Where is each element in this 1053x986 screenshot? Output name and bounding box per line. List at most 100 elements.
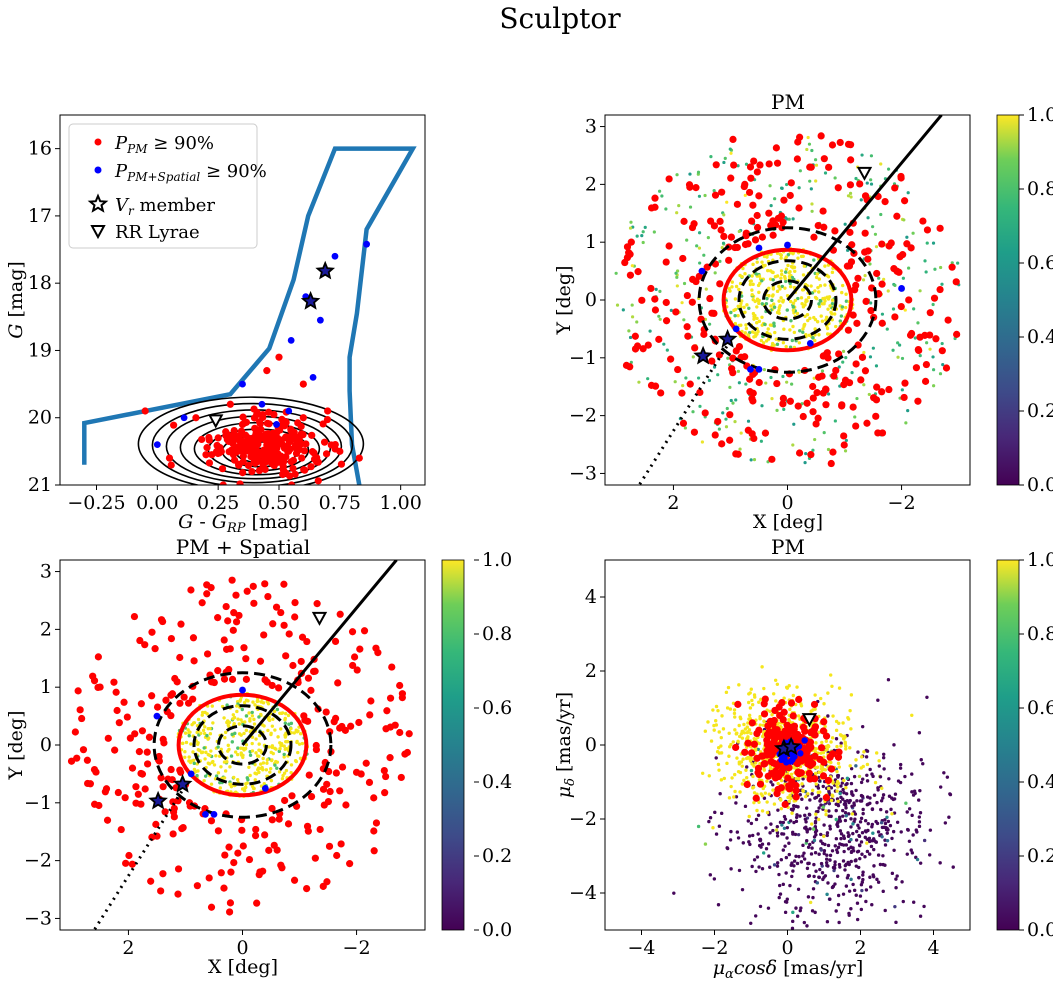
pm-field-point <box>805 839 809 843</box>
spatial-red-point <box>696 388 704 397</box>
pm-field-point <box>855 901 860 905</box>
pm-field-point <box>849 877 853 882</box>
spatial-core-point <box>728 289 732 293</box>
pm-field-point <box>947 815 951 819</box>
pm-field-point <box>847 889 852 893</box>
spatial-red-point <box>303 885 311 893</box>
spatial-field-point <box>869 178 873 182</box>
spatial-red-point <box>177 768 185 776</box>
pm-field-point <box>718 791 722 796</box>
spatial-core-point <box>209 749 213 753</box>
spatial-red-point <box>131 730 139 738</box>
spatial-field-point <box>773 197 777 201</box>
spatial-red-point <box>746 163 755 171</box>
pm-member-point <box>750 702 755 707</box>
pm-member-point <box>771 692 776 696</box>
spatial-red-point <box>936 224 944 232</box>
spatial-core-point <box>196 747 200 752</box>
pm-red-point <box>822 794 830 802</box>
spatial-red-point <box>229 626 237 634</box>
spatial-field-point <box>874 245 879 249</box>
spatial-core-point <box>211 721 215 725</box>
pm-plus-spatial-xlabel: X [deg] <box>208 956 278 978</box>
spatial-field-point <box>744 382 748 386</box>
spatial-field-point <box>787 217 791 221</box>
pm-member-point <box>748 691 752 695</box>
spatial-core-point <box>791 305 796 309</box>
spatial-red-point <box>101 788 109 796</box>
cmd-red-point <box>289 464 297 473</box>
pm-field-point <box>791 869 795 873</box>
spatial-red-point <box>282 652 290 660</box>
spatial-red-point <box>813 389 821 397</box>
y-tick-label: −1 <box>24 792 52 814</box>
pm-field-point <box>857 826 861 830</box>
pm-member-point <box>842 778 846 783</box>
pm-field-point <box>814 816 818 820</box>
pm-member-point <box>839 744 843 748</box>
spatial-blue-point <box>898 285 905 292</box>
pm-field-point <box>814 829 819 833</box>
figure-title: Sculptor <box>499 2 621 35</box>
spatial-field-point <box>681 384 685 388</box>
pm-member-point <box>819 696 823 701</box>
pm-member-point <box>754 761 758 765</box>
spatial-field-point <box>635 320 639 324</box>
spatial-core-point <box>755 260 759 264</box>
pm-field-point <box>830 849 835 853</box>
pm-member-point <box>816 790 820 795</box>
spatial-field-point <box>868 355 873 359</box>
spatial-field-point <box>923 259 927 263</box>
spatial-core-point <box>244 698 249 702</box>
legend-label-vr: Vr member <box>115 195 215 218</box>
spatial-field-point <box>810 209 814 213</box>
pm-field-point <box>854 838 859 842</box>
cmd-red-point <box>260 447 269 455</box>
spatial-red-point <box>230 609 238 617</box>
spatial-red-point <box>690 428 699 436</box>
spatial-red-point <box>128 860 136 868</box>
spatial-red-point <box>226 899 235 907</box>
spatial-red-point <box>372 819 381 827</box>
spatial-red-point <box>250 599 258 607</box>
cmd-red-point <box>273 444 281 452</box>
y-tick-label: −2 <box>24 850 52 872</box>
pm-field-point <box>828 897 832 901</box>
spatial-red-point <box>893 212 901 220</box>
pm-field-point <box>793 832 798 837</box>
pm-red-point <box>788 778 796 786</box>
spatial-field-point <box>683 426 687 430</box>
spatial-red-point <box>176 653 184 662</box>
pm-field-point <box>819 848 824 852</box>
pm-red-point <box>820 718 828 726</box>
spatial-field-point <box>770 397 774 401</box>
pm-field-point <box>871 873 875 877</box>
spatial-blue-point <box>755 365 763 373</box>
pm-member-point <box>831 794 835 798</box>
spatial-core-point <box>244 785 248 789</box>
spatial-core-point <box>782 327 786 331</box>
pm-member-point <box>752 764 756 768</box>
spatial-red-point <box>756 161 764 169</box>
pm-field-point <box>717 824 722 828</box>
colorbar-tick-label: 0.6 <box>1027 697 1053 719</box>
pm-field-point <box>861 877 865 882</box>
pm-member-point <box>790 811 794 815</box>
spatial-field-point <box>621 308 625 312</box>
pm-field-point <box>756 813 761 817</box>
spatial-red-point <box>161 808 169 816</box>
spatial-core-point <box>840 290 844 295</box>
cmd-density-contour <box>151 402 354 485</box>
cmd-red-point <box>307 463 315 471</box>
spatial-field-point <box>736 369 741 373</box>
spatial-field-point <box>808 179 812 183</box>
pm-member-point <box>765 810 770 815</box>
pm-member-point <box>824 739 829 743</box>
pm-field-point <box>901 899 905 904</box>
spatial-red-point <box>403 748 412 757</box>
spatial-core-point <box>784 279 788 284</box>
spatial-red-point <box>103 816 112 824</box>
pm-field-point <box>771 828 775 833</box>
pm-member-point <box>789 796 793 801</box>
spatial-red-point <box>260 631 268 639</box>
